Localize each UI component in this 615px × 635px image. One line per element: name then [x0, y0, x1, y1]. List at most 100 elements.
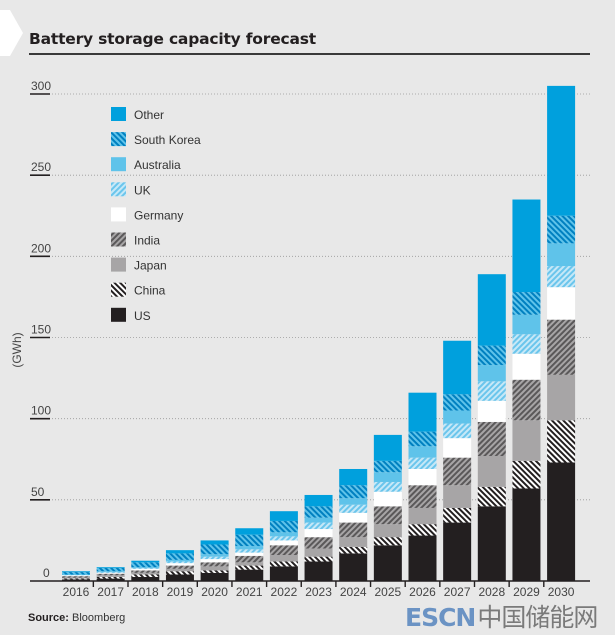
- bar-segment-china-2026: [408, 524, 437, 536]
- x-tick-label: 2027: [444, 585, 471, 599]
- bar-segment-germany-2019: [165, 563, 194, 566]
- y-axis-label: (GWh): [10, 332, 24, 367]
- bar-segment-uk-2029: [512, 334, 541, 354]
- bar-2028: [477, 274, 506, 581]
- x-tick-label: 2020: [201, 585, 228, 599]
- legend-item-other: Other: [111, 107, 164, 122]
- bar-segment-india-2030: [547, 319, 576, 375]
- bar-segment-uk-2020: [200, 556, 229, 560]
- bar-segment-japan-2029: [512, 420, 541, 461]
- bar-segment-uk-2019: [165, 561, 194, 564]
- gridlines: [52, 93, 590, 501]
- bar-segment-china-2029: [512, 460, 541, 489]
- x-tick-label: 2017: [97, 585, 124, 599]
- bar-segment-germany-2022: [269, 540, 298, 546]
- y-tick-label: 50: [31, 485, 45, 499]
- bar-segment-south-korea-2027: [443, 394, 472, 411]
- x-tick-label: 2016: [63, 585, 90, 599]
- bar-2024: [339, 468, 368, 581]
- bar-segment-other-2017: [96, 567, 125, 569]
- legend-swatch: [111, 107, 126, 121]
- bar-2030: [547, 85, 576, 581]
- legend-label: Australia: [134, 158, 181, 172]
- bar-segment-uk-2023: [304, 522, 333, 530]
- bar-segment-australia-2023: [304, 517, 333, 523]
- bar-2026: [408, 392, 437, 581]
- bar-segment-germany-2017: [96, 572, 125, 574]
- y-tick-label: 300: [31, 79, 51, 93]
- bar-segment-other-2026: [408, 392, 437, 432]
- bar-segment-china-2024: [339, 546, 368, 554]
- bar-segment-germany-2028: [477, 400, 506, 422]
- legend-item-uk: UK: [111, 182, 151, 197]
- legend-label: UK: [134, 183, 151, 197]
- y-axis: 0 50 100 150 200 250 300: [30, 79, 51, 580]
- bar-segment-uk-2028: [477, 381, 506, 401]
- bar-segment-japan-2023: [304, 548, 333, 557]
- legend-swatch: [111, 207, 126, 222]
- bar-segment-south-korea-2030: [547, 215, 576, 244]
- bar-segment-china-2022: [269, 561, 298, 567]
- legend-swatch: [111, 257, 126, 272]
- bar-segment-us-2016: [62, 579, 90, 581]
- legend-swatch: [111, 182, 126, 197]
- bar-segment-india-2017: [96, 573, 125, 576]
- bar-segment-australia-2019: [165, 559, 194, 562]
- x-tick-label: 2028: [478, 585, 505, 599]
- x-tick-label: 2024: [340, 585, 367, 599]
- bar-segment-india-2023: [304, 537, 333, 549]
- bar-segment-germany-2027: [443, 438, 472, 458]
- legend-item-india: India: [111, 232, 160, 248]
- bar-segment-japan-2016: [62, 577, 90, 579]
- bar-2020: [200, 540, 229, 581]
- x-tick-label: 2029: [513, 585, 540, 599]
- bar-segment-south-korea-2021: [235, 534, 264, 547]
- bar-2029: [512, 199, 541, 581]
- bar-2021: [235, 528, 264, 581]
- source-value: Bloomberg: [72, 612, 126, 624]
- bar-segment-india-2024: [339, 522, 368, 538]
- legend-item-japan: Japan: [111, 257, 167, 273]
- bar-segment-japan-2024: [339, 537, 368, 547]
- bar-segment-china-2018: [131, 574, 160, 577]
- bar-segment-australia-2024: [339, 498, 368, 505]
- x-tick-label: 2026: [409, 585, 436, 599]
- bar-segment-us-2022: [269, 566, 298, 581]
- legend-item-germany: Germany: [111, 207, 183, 222]
- bar-segment-australia-2021: [235, 546, 264, 550]
- bar-segment-other-2025: [373, 434, 402, 461]
- bar-segment-us-2017: [96, 578, 125, 581]
- bar-segment-india-2018: [131, 570, 160, 573]
- bar-segment-india-2021: [235, 555, 264, 563]
- bar-segment-japan-2026: [408, 507, 437, 525]
- legend: Other South Korea Australia UK Germany India J…: [111, 107, 201, 323]
- bar-segment-other-2027: [443, 340, 472, 395]
- bar-segment-germany-2023: [304, 529, 333, 538]
- bar-segment-us-2028: [477, 506, 506, 581]
- bar-segment-south-korea-2026: [408, 431, 437, 447]
- bar-segment-india-2029: [512, 379, 541, 421]
- y-tick-label: 250: [31, 160, 51, 174]
- legend-label: Germany: [134, 208, 183, 222]
- bar-segment-us-2021: [235, 569, 264, 581]
- bar-2018: [131, 560, 160, 581]
- bar-segment-us-2023: [304, 561, 333, 581]
- legend-item-china: China: [111, 282, 166, 298]
- x-axis: 2016 2017 2018 2019 2020 2021 2022 2023 2024 2025…: [30, 580, 590, 599]
- bar-segment-japan-2027: [443, 485, 472, 508]
- bar-segment-uk-2021: [235, 549, 264, 553]
- legend-label: China: [134, 284, 166, 298]
- legend-swatch: [111, 282, 126, 297]
- bar-2025: [373, 434, 402, 581]
- bar-segment-china-2028: [477, 486, 506, 507]
- y-tick-label: 100: [31, 404, 51, 418]
- chevron-decoration: [0, 10, 23, 56]
- x-tick-label: 2018: [132, 585, 159, 599]
- legend-label: US: [134, 309, 151, 323]
- bar-segment-south-korea-2024: [339, 485, 368, 499]
- x-tick-label: 2030: [548, 585, 575, 599]
- bar-segment-other-2023: [304, 494, 333, 507]
- watermark-logo: ESCN中国储能网: [405, 598, 598, 634]
- bar-segment-other-2019: [165, 550, 194, 554]
- watermark-latin: ESCN: [405, 603, 476, 632]
